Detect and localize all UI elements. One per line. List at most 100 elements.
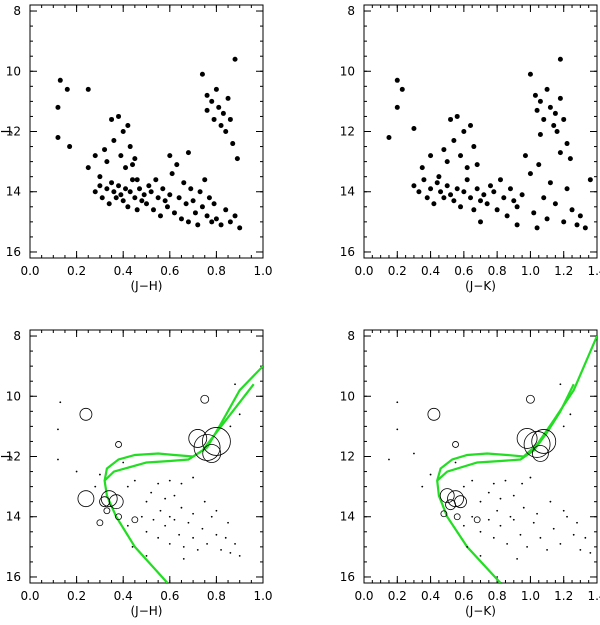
data-point bbox=[478, 198, 483, 204]
y-tick-label: 16 bbox=[6, 570, 21, 584]
data-point-small bbox=[140, 515, 143, 518]
x-axis-label: (J−K) bbox=[465, 604, 496, 618]
data-point bbox=[174, 162, 180, 168]
data-point-small bbox=[512, 494, 515, 497]
y-axis-label: J bbox=[0, 455, 13, 460]
data-point bbox=[458, 153, 464, 159]
data-point-small bbox=[164, 497, 167, 500]
plot-area bbox=[386, 56, 593, 231]
open-circle-marker bbox=[427, 407, 441, 421]
data-point bbox=[104, 186, 110, 192]
y-tick-label: 10 bbox=[6, 64, 21, 78]
data-point-small bbox=[192, 536, 195, 539]
data-point bbox=[547, 104, 553, 110]
data-point-small bbox=[133, 479, 136, 482]
data-point bbox=[230, 141, 236, 147]
x-tick-label: 0.2 bbox=[388, 589, 407, 603]
data-point bbox=[557, 56, 563, 62]
x-tick-label: 1.2 bbox=[554, 264, 573, 278]
data-point bbox=[227, 116, 233, 122]
open-circle-marker bbox=[526, 394, 535, 404]
data-point-small bbox=[509, 515, 512, 518]
data-point bbox=[551, 122, 557, 128]
data-point bbox=[461, 129, 467, 134]
data-point-small bbox=[178, 533, 181, 536]
open-circle-marker bbox=[77, 490, 95, 508]
open-circle-marker bbox=[115, 441, 122, 448]
data-point bbox=[468, 195, 474, 201]
data-point bbox=[434, 180, 440, 186]
data-point bbox=[85, 165, 91, 171]
x-tick-label: 0.0 bbox=[354, 589, 373, 603]
data-point bbox=[567, 156, 573, 162]
data-point bbox=[564, 186, 570, 192]
data-point bbox=[190, 198, 196, 204]
data-point-small bbox=[522, 506, 525, 509]
data-point-small bbox=[126, 524, 129, 527]
data-point bbox=[120, 198, 126, 204]
data-point-small bbox=[122, 461, 125, 464]
data-point-small bbox=[471, 515, 474, 518]
panel-bottom-left-jh: 0.0 0.2 0.4 0.6 0.8 1.0 8 10 12 14 16 (J−H) J bbox=[0, 329, 273, 618]
data-point bbox=[234, 156, 240, 162]
data-point bbox=[464, 177, 470, 183]
data-point bbox=[85, 86, 91, 92]
data-point-small bbox=[192, 512, 195, 515]
data-point bbox=[118, 192, 124, 198]
data-point bbox=[134, 177, 140, 183]
data-point bbox=[160, 186, 166, 192]
data-point-small bbox=[215, 509, 218, 512]
data-point bbox=[97, 174, 103, 180]
data-point bbox=[162, 198, 168, 204]
data-point bbox=[153, 177, 159, 183]
x-tick-label: 1.0 bbox=[253, 264, 272, 278]
data-point bbox=[178, 216, 184, 222]
data-point bbox=[471, 207, 477, 213]
data-point bbox=[225, 95, 231, 101]
y-tick-label: 14 bbox=[340, 510, 355, 524]
data-point bbox=[386, 135, 392, 141]
data-point bbox=[497, 177, 503, 183]
data-point bbox=[195, 222, 201, 228]
data-point-small bbox=[487, 491, 490, 494]
data-point bbox=[167, 192, 173, 198]
x-tick-label: 1.0 bbox=[521, 589, 540, 603]
data-point bbox=[444, 183, 450, 189]
data-point-small bbox=[168, 479, 171, 482]
data-point-small bbox=[396, 428, 399, 431]
x-tick-label: 0.2 bbox=[67, 264, 86, 278]
y-axis-label: J bbox=[0, 130, 13, 135]
data-point-small bbox=[559, 383, 562, 386]
data-point-small bbox=[168, 542, 171, 545]
open-circle-marker bbox=[532, 445, 549, 462]
data-point bbox=[176, 195, 182, 201]
open-circle-marker bbox=[454, 495, 467, 509]
data-point bbox=[454, 113, 460, 119]
data-point bbox=[192, 210, 198, 216]
data-point bbox=[125, 122, 131, 128]
data-point bbox=[109, 180, 115, 186]
x-tick-label: 0.4 bbox=[421, 264, 440, 278]
data-point bbox=[134, 207, 140, 213]
data-point-small bbox=[59, 401, 62, 404]
data-point-small bbox=[516, 558, 519, 560]
data-point bbox=[541, 116, 547, 122]
data-point-small bbox=[164, 524, 167, 527]
data-point bbox=[211, 201, 217, 207]
open-circle-marker bbox=[201, 427, 231, 456]
open-circle-marker bbox=[452, 441, 459, 448]
y-tick-label: 14 bbox=[6, 510, 21, 524]
open-circle-marker bbox=[188, 429, 208, 448]
data-point bbox=[507, 186, 513, 192]
data-point bbox=[424, 195, 430, 201]
data-point bbox=[561, 219, 567, 225]
data-point bbox=[167, 153, 173, 159]
open-circle-marker bbox=[531, 429, 557, 454]
data-point bbox=[552, 110, 558, 116]
y-tick-label: 8 bbox=[13, 4, 21, 18]
x-tick-label: 0.4 bbox=[114, 589, 133, 603]
data-point-small bbox=[499, 524, 502, 527]
y-tick-label: 12 bbox=[340, 450, 355, 464]
data-point bbox=[416, 189, 422, 195]
